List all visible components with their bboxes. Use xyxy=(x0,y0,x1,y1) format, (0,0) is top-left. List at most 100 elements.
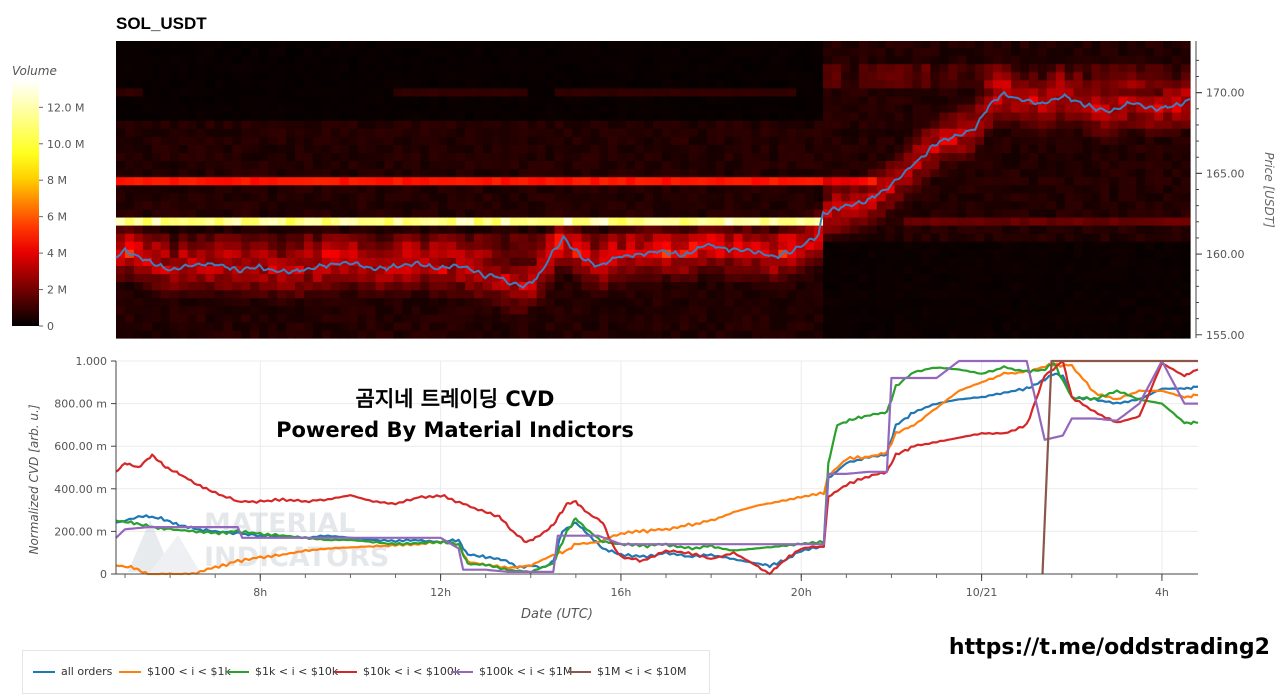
heatmap-cell xyxy=(626,208,636,218)
heatmap-cell xyxy=(814,208,824,218)
heatmap-cell xyxy=(357,152,368,162)
legend-item[interactable]: $10k < i < $100k xyxy=(335,665,460,678)
heatmap-cell xyxy=(670,63,681,73)
heatmap-cell xyxy=(178,79,189,89)
heatmap-cell xyxy=(912,120,923,129)
heatmap-cell xyxy=(1055,200,1066,210)
heatmap-cell xyxy=(832,47,842,57)
heatmap-cell xyxy=(679,321,690,331)
heatmap-cell xyxy=(1055,112,1066,121)
legend-item[interactable]: $1k < i < $10k xyxy=(227,665,338,678)
heatmap-cell xyxy=(1091,241,1102,250)
heatmap-cell xyxy=(545,297,556,307)
heatmap-cell xyxy=(1181,329,1191,339)
heatmap-cell xyxy=(491,144,502,153)
heatmap-cell xyxy=(178,192,189,202)
heatmap-cell xyxy=(984,192,994,202)
heatmap-cell xyxy=(751,160,761,170)
heatmap-cell xyxy=(724,112,735,121)
heatmap-cell xyxy=(348,63,359,73)
heatmap-cell xyxy=(876,41,887,49)
heatmap-cell xyxy=(223,305,233,315)
heatmap-cell xyxy=(760,160,770,170)
heatmap-cell xyxy=(581,112,591,121)
heatmap-cell xyxy=(420,192,430,202)
heatmap-cell xyxy=(590,79,600,89)
heatmap-cell xyxy=(796,103,806,113)
heatmap-cell xyxy=(823,216,833,226)
heatmap-cell xyxy=(187,41,198,49)
heatmap-cell xyxy=(653,305,663,315)
heatmap-cell xyxy=(823,87,833,97)
heatmap-cell xyxy=(474,297,484,307)
heatmap-cell xyxy=(465,160,475,170)
heatmap-cell xyxy=(832,79,842,89)
heatmap-cell xyxy=(124,103,135,113)
heatmap-cell xyxy=(957,168,967,178)
heatmap-cell xyxy=(482,79,493,89)
heatmap-cell xyxy=(545,192,556,202)
heatmap-cell xyxy=(348,112,359,121)
heatmap-cell xyxy=(491,95,502,105)
heatmap-cell xyxy=(116,79,126,89)
heatmap-cell xyxy=(688,305,699,315)
legend-item[interactable]: $1M < i < $10M xyxy=(569,665,686,678)
heatmap-cell xyxy=(1100,176,1111,186)
heatmap-cell xyxy=(858,144,869,153)
heatmap-cell xyxy=(527,321,538,331)
heatmap-cell xyxy=(277,152,287,162)
heatmap-cell xyxy=(178,128,189,137)
heatmap-cell xyxy=(420,225,430,234)
heatmap-cell xyxy=(509,241,520,250)
heatmap-cell xyxy=(509,200,520,210)
heatmap-cell xyxy=(876,305,887,315)
heatmap-cell xyxy=(948,120,958,129)
heatmap-cell xyxy=(223,184,233,194)
heatmap-cell xyxy=(277,216,287,226)
heatmap-cell xyxy=(661,329,672,339)
heatmap-cell xyxy=(1109,144,1119,153)
heatmap-cell xyxy=(661,71,672,81)
heatmap-cell xyxy=(1145,225,1155,234)
heatmap-cell xyxy=(590,321,600,331)
heatmap-cell xyxy=(116,152,126,162)
heatmap-cell xyxy=(599,273,609,283)
heatmap-cell xyxy=(1154,200,1164,210)
legend-item[interactable]: $100 < i < $1k xyxy=(119,665,231,678)
heatmap-cell xyxy=(1037,216,1048,226)
heatmap-cell xyxy=(295,79,305,89)
heatmap-cell xyxy=(375,184,386,194)
heatmap-cell xyxy=(151,281,162,291)
heatmap-cell xyxy=(1073,200,1084,210)
heatmap-cell xyxy=(357,313,368,323)
heatmap-cell xyxy=(447,281,457,291)
heatmap-cell xyxy=(491,216,502,226)
heatmap-cell xyxy=(527,225,538,234)
heatmap-cell xyxy=(411,176,421,186)
legend-item[interactable]: $100k < i < $1M xyxy=(451,665,572,678)
heatmap-cell xyxy=(142,208,153,218)
heatmap-cell xyxy=(751,55,761,65)
heatmap-cell xyxy=(563,47,574,57)
heatmap-cell xyxy=(491,321,502,331)
heatmap-cell xyxy=(1127,257,1137,266)
heatmap-cell xyxy=(563,249,574,258)
heatmap-cell xyxy=(465,257,475,266)
heatmap-cell xyxy=(769,249,779,258)
heatmap-cell xyxy=(1055,41,1066,49)
heatmap-cell xyxy=(312,103,323,113)
heatmap-cell xyxy=(1118,136,1128,145)
heatmap-cell xyxy=(196,208,207,218)
heatmap-cell xyxy=(124,281,135,291)
cvd-series-line xyxy=(115,359,1199,576)
heatmap-cell xyxy=(885,184,896,194)
legend-item[interactable]: all orders xyxy=(33,665,112,678)
heatmap-cell xyxy=(1011,233,1021,242)
heatmap-cell xyxy=(948,200,958,210)
heatmap-cell xyxy=(957,216,967,226)
heatmap-cell xyxy=(518,200,529,210)
heatmap-cell xyxy=(894,313,905,323)
heatmap-cell xyxy=(223,313,233,323)
heatmap-cell xyxy=(465,112,475,121)
heatmap-cell xyxy=(500,144,511,153)
